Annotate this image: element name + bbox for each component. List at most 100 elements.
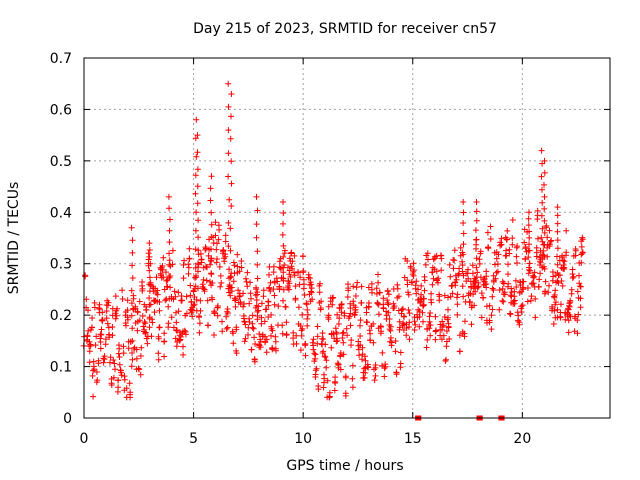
data-point xyxy=(526,241,532,248)
plot-frame xyxy=(83,57,611,419)
data-point xyxy=(126,380,133,387)
data-point xyxy=(381,373,388,380)
data-point xyxy=(512,277,519,284)
data-point xyxy=(222,238,229,245)
data-point xyxy=(122,320,129,327)
data-point xyxy=(513,253,520,260)
data-point xyxy=(156,324,163,331)
data-point xyxy=(228,91,235,97)
data-point xyxy=(211,309,218,316)
data-point xyxy=(244,283,251,290)
data-point xyxy=(293,340,300,347)
data-point xyxy=(349,362,356,369)
data-point xyxy=(208,221,215,228)
data-point xyxy=(225,243,232,250)
data-point xyxy=(578,243,585,250)
data-point xyxy=(140,323,147,330)
data-point xyxy=(429,269,436,276)
data-point xyxy=(486,302,493,309)
data-point xyxy=(234,263,241,270)
data-point xyxy=(493,255,500,262)
data-point xyxy=(156,307,163,314)
data-point xyxy=(405,307,412,313)
data-point xyxy=(165,303,172,310)
data-point xyxy=(310,342,317,349)
data-point xyxy=(473,236,480,243)
data-point xyxy=(134,327,141,334)
data-point xyxy=(200,276,207,283)
data-point xyxy=(118,372,125,379)
data-point xyxy=(526,266,532,273)
data-point xyxy=(541,229,548,236)
data-point xyxy=(410,272,417,279)
x-tick-label: 20 xyxy=(513,431,531,447)
data-point xyxy=(352,293,359,299)
data-point xyxy=(445,306,451,313)
data-point xyxy=(460,272,467,279)
data-point xyxy=(459,268,466,275)
data-point xyxy=(527,297,534,304)
data-point xyxy=(504,283,511,290)
data-point xyxy=(440,322,447,329)
data-point xyxy=(231,295,238,302)
data-point xyxy=(161,330,168,337)
data-point xyxy=(183,310,190,317)
data-point xyxy=(289,258,296,265)
data-point xyxy=(280,275,287,282)
data-point xyxy=(261,318,268,325)
data-point xyxy=(320,336,327,343)
data-point xyxy=(303,301,310,308)
data-point xyxy=(316,289,323,296)
data-point xyxy=(269,327,276,334)
data-point xyxy=(415,306,422,313)
data-point xyxy=(365,284,372,291)
data-point xyxy=(254,275,261,282)
data-point xyxy=(253,284,259,291)
data-point xyxy=(539,238,546,245)
data-point xyxy=(385,309,392,316)
data-point xyxy=(212,219,219,226)
data-point xyxy=(359,356,365,363)
data-point xyxy=(420,295,427,302)
data-point xyxy=(396,318,403,325)
data-point xyxy=(484,229,491,236)
data-point xyxy=(565,329,572,336)
data-point xyxy=(127,394,134,401)
data-point xyxy=(312,367,319,374)
data-point xyxy=(286,255,293,262)
data-point xyxy=(320,384,327,391)
data-point xyxy=(207,261,214,268)
data-point xyxy=(255,307,262,314)
data-point xyxy=(449,290,456,297)
data-point xyxy=(386,316,393,322)
data-point xyxy=(166,239,173,246)
data-point xyxy=(336,315,343,322)
data-point xyxy=(100,359,107,366)
data-point xyxy=(129,350,135,356)
data-point xyxy=(473,199,480,205)
data-point xyxy=(511,288,518,295)
data-point xyxy=(194,200,201,207)
data-point xyxy=(161,353,168,360)
data-point xyxy=(577,283,584,290)
data-point xyxy=(197,307,204,314)
data-point xyxy=(145,256,152,263)
data-point xyxy=(350,298,357,305)
data-point xyxy=(146,295,153,301)
data-point xyxy=(253,221,260,228)
data-point xyxy=(146,301,153,308)
data-point xyxy=(91,304,98,311)
data-point xyxy=(186,245,193,252)
data-point xyxy=(361,365,368,372)
data-point xyxy=(437,252,444,259)
data-point xyxy=(181,327,188,334)
data-point xyxy=(190,302,197,309)
data-point xyxy=(299,311,306,318)
data-point xyxy=(217,272,224,279)
data-point xyxy=(554,228,561,235)
x-axis: 0 5 10 15 20 xyxy=(80,58,531,447)
data-point xyxy=(124,297,131,304)
data-point xyxy=(258,320,265,327)
data-point xyxy=(301,292,308,298)
data-point xyxy=(473,274,480,280)
